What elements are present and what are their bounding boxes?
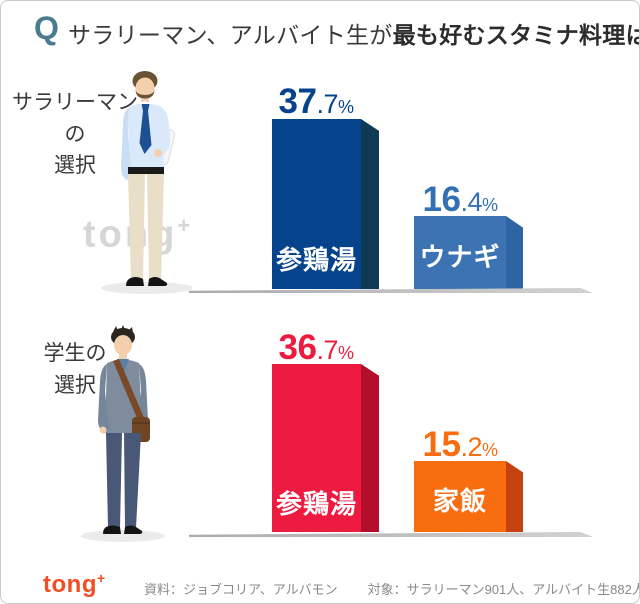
group-label-line1: 学生の <box>43 342 107 365</box>
student-illustration <box>77 325 167 550</box>
value-percent-sign: % <box>337 97 354 117</box>
group-label-student: 学生の 選択 <box>17 338 133 401</box>
chart1-baseline <box>189 288 593 293</box>
bar-homemeal-side <box>506 461 523 532</box>
value-decimal: .2 <box>460 432 482 462</box>
value-decimal: .7 <box>316 335 338 365</box>
bar-value-samgyetang-student: 36.7% <box>256 328 376 368</box>
salaryman-svg <box>101 71 193 294</box>
bar-eel-side <box>506 216 523 289</box>
tong-logo: tong+ <box>43 570 106 599</box>
value-integer: 16 <box>422 180 461 219</box>
target-text: 対象：サラリーマン901人、アルバイト生882人 <box>367 582 640 597</box>
value-integer: 15 <box>422 425 461 464</box>
bar-homemeal <box>414 461 506 532</box>
value-percent-sign: % <box>337 343 354 363</box>
page-title: サラリーマン、アルバイト生が最も好むスタミナ料理は？ <box>68 16 639 50</box>
tong-logo-plus: + <box>96 570 106 586</box>
bar-samgyetang-student-side <box>361 364 379 532</box>
bar-value-eel: 16.4% <box>399 180 521 220</box>
page-title-bold: 最も好むスタミナ料理は？ <box>392 22 639 48</box>
source-text: 資料：ジョブコリア、アルバモン <box>144 582 338 597</box>
bar-label-homemeal: 家飯 <box>432 486 487 516</box>
bar-label-samgyetang-student: 参鶏湯 <box>275 489 357 519</box>
bar-eel <box>414 216 506 289</box>
value-percent-sign: % <box>481 440 498 460</box>
bar-value-homemeal: 15.2% <box>399 425 521 465</box>
value-integer: 36 <box>278 328 317 367</box>
page-title-regular: サラリーマン、アルバイト生が <box>68 22 393 48</box>
group-label-salaryman: サラリーマンの 選択 <box>5 87 145 182</box>
question-icon: Q <box>34 10 59 46</box>
value-integer: 37 <box>278 82 317 121</box>
chart2-baseline <box>189 532 593 537</box>
group-label-line2: 選択 <box>54 154 96 177</box>
value-decimal: .4 <box>460 187 482 217</box>
bar-label-samgyetang: 参鶏湯 <box>275 245 357 275</box>
bar-value-samgyetang-salaryman: 37.7% <box>256 82 376 122</box>
bar-samgyetang-salaryman <box>272 119 361 289</box>
tong-logo-text: tong <box>43 571 97 598</box>
value-percent-sign: % <box>481 195 498 215</box>
watermark-plus: + <box>177 213 194 238</box>
salaryman-illustration <box>97 67 193 302</box>
group-label-line2: 選択 <box>54 373 96 397</box>
group-label-line1: サラリーマンの <box>12 91 138 146</box>
student-svg <box>81 325 165 542</box>
value-decimal: .7 <box>316 89 338 119</box>
bar-samgyetang-student <box>272 364 361 532</box>
bar-samgyetang-salaryman-side <box>361 119 379 289</box>
source-note: 資料：ジョブコリア、アルバモン 対象：サラリーマン901人、アルバイト生882人 <box>144 579 640 598</box>
bar-label-eel: ウナギ <box>419 242 501 272</box>
